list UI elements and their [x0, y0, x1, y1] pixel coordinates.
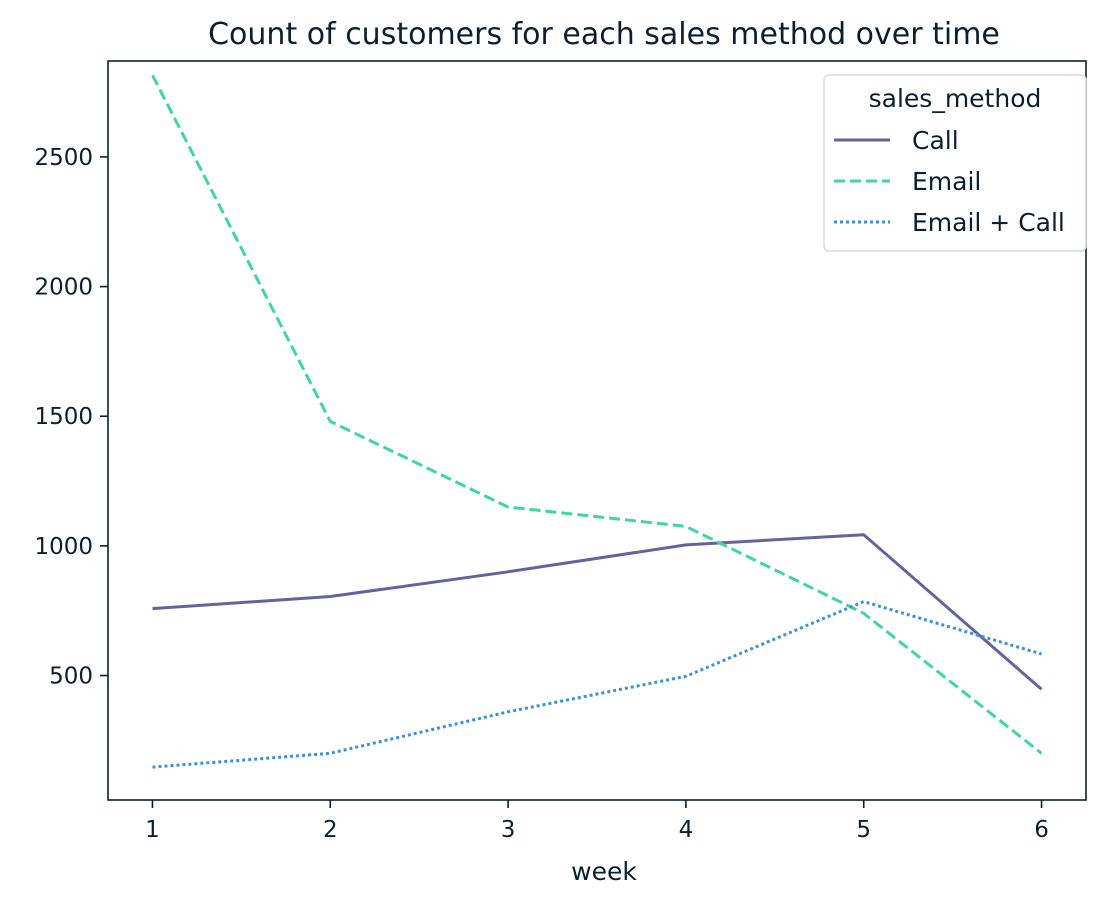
y-tick-label: 1000 [34, 534, 93, 560]
legend: sales_method Call Email Email + Call [824, 75, 1086, 251]
y-axis: 500 1000 1500 2000 2500 [34, 145, 108, 690]
y-tick-label: 1500 [34, 404, 93, 430]
x-tick-label: 5 [856, 817, 871, 843]
y-tick-label: 500 [49, 664, 93, 690]
legend-title: sales_method [869, 84, 1042, 113]
y-tick-label: 2500 [34, 145, 93, 171]
x-tick-label: 2 [323, 817, 338, 843]
legend-label-call: Call [912, 126, 959, 155]
x-tick-label: 4 [679, 817, 694, 843]
x-tick-label: 1 [145, 817, 160, 843]
legend-label-email-call: Email + Call [912, 208, 1065, 237]
x-axis-label: week [571, 857, 637, 886]
legend-label-email: Email [912, 167, 981, 196]
x-tick-label: 3 [501, 817, 516, 843]
x-axis: 1 2 3 4 5 6 [145, 800, 1049, 843]
series-line-call [153, 535, 1042, 690]
series-line-email-call [153, 602, 1042, 768]
chart-title: Count of customers for each sales method… [208, 17, 1000, 52]
y-tick-label: 2000 [34, 275, 93, 301]
x-tick-label: 6 [1034, 817, 1049, 843]
